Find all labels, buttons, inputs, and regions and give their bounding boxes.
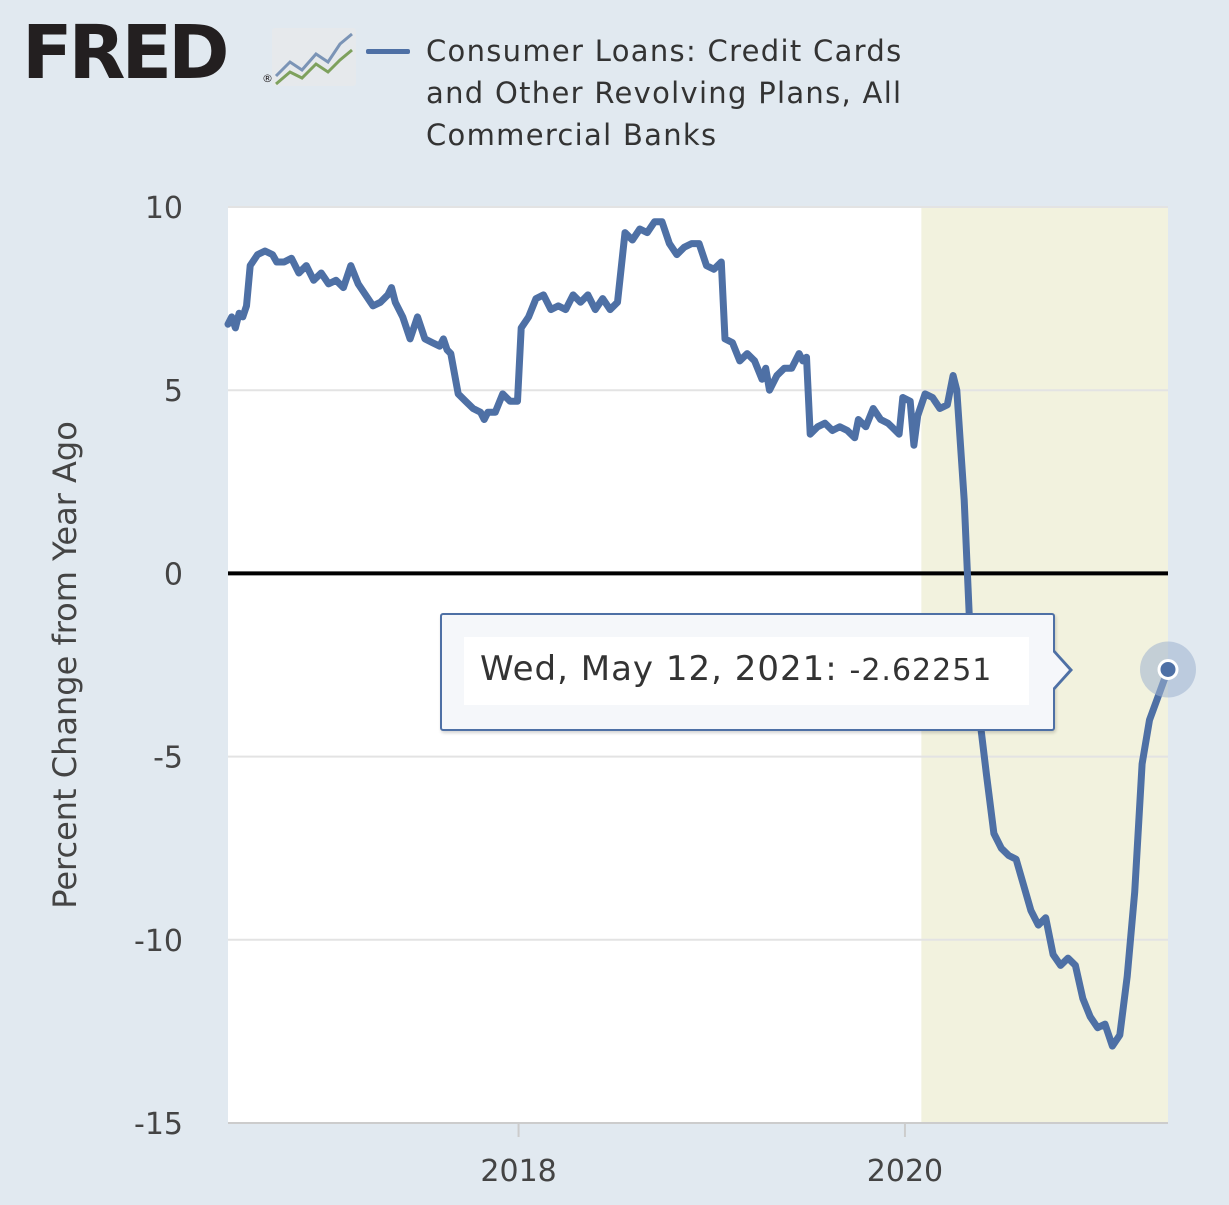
x-axis: 2018 2020 [228,1122,1168,1189]
tooltip: Wed, May 12, 2021: -2.62251 [440,613,1055,731]
legend-label[interactable]: Consumer Loans: Credit Cards and Other R… [426,34,903,152]
y-axis: 10 5 0 -5 -10 -15 [134,191,183,1142]
tooltip-date: Wed, May 12, 2021: [480,649,838,689]
y-tick-label: -5 [153,741,183,776]
y-tick-label: 0 [164,557,183,592]
x-tick-label: 2020 [867,1154,943,1189]
y-axis-title: Percent Change from Year Ago [46,421,84,909]
logo-text: FRED [22,10,230,96]
y-tick-label: 5 [164,374,183,409]
fred-logo[interactable]: FRED ® [22,16,356,92]
tooltip-pointer-fill [1052,651,1069,689]
x-tick-label: 2018 [480,1154,556,1189]
logo-registered-mark: ® [262,72,273,85]
legend-swatch [366,49,410,54]
y-tick-label: 10 [145,191,183,226]
line-chart-icon [272,28,356,86]
series-line[interactable] [224,218,1172,1050]
tooltip-value: -2.62251 [849,653,993,688]
highlight-point[interactable] [1157,658,1179,680]
chart-header: FRED ® Consumer Loans: Credit Cards and … [0,0,1229,190]
tooltip-body: Wed, May 12, 2021: -2.62251 [464,637,1029,705]
tooltip-text: Wed, May 12, 2021: -2.62251 [480,649,992,689]
y-tick-label: -15 [134,1107,183,1142]
y-tick-label: -10 [134,924,183,959]
